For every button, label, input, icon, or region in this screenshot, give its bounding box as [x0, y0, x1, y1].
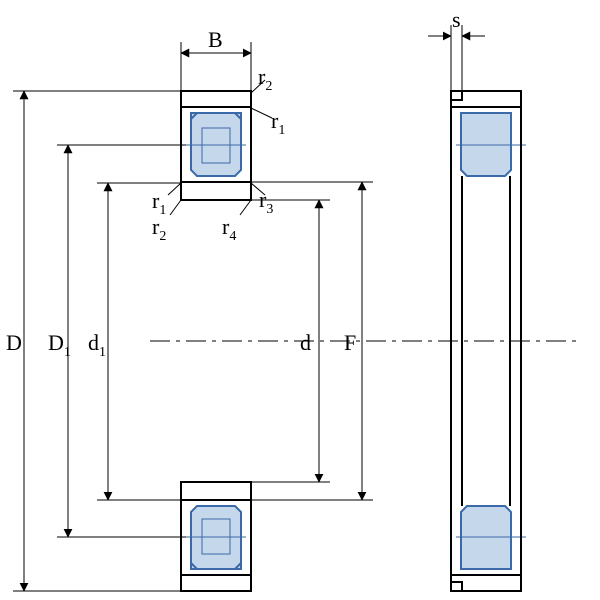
svg-text:r2: r2 — [258, 64, 272, 94]
dim-B: B — [181, 27, 251, 91]
label-d: d — [300, 330, 311, 355]
label-F: F — [344, 330, 356, 355]
svg-text:d1: d1 — [88, 330, 106, 360]
label-s: s — [452, 7, 461, 32]
svg-text:r4: r4 — [222, 214, 236, 244]
svg-text:D1: D1 — [48, 330, 71, 360]
label-D1: D — [48, 330, 64, 355]
svg-text:r2: r2 — [152, 214, 166, 244]
svg-text:r3: r3 — [259, 187, 273, 217]
dim-s: s — [428, 7, 485, 91]
label-d1: d — [88, 330, 99, 355]
label-D: D — [6, 330, 22, 355]
label-B: B — [208, 27, 223, 52]
bearing-diagram: B s D D1 d1 d F — [0, 0, 600, 600]
svg-text:r1: r1 — [271, 108, 285, 138]
